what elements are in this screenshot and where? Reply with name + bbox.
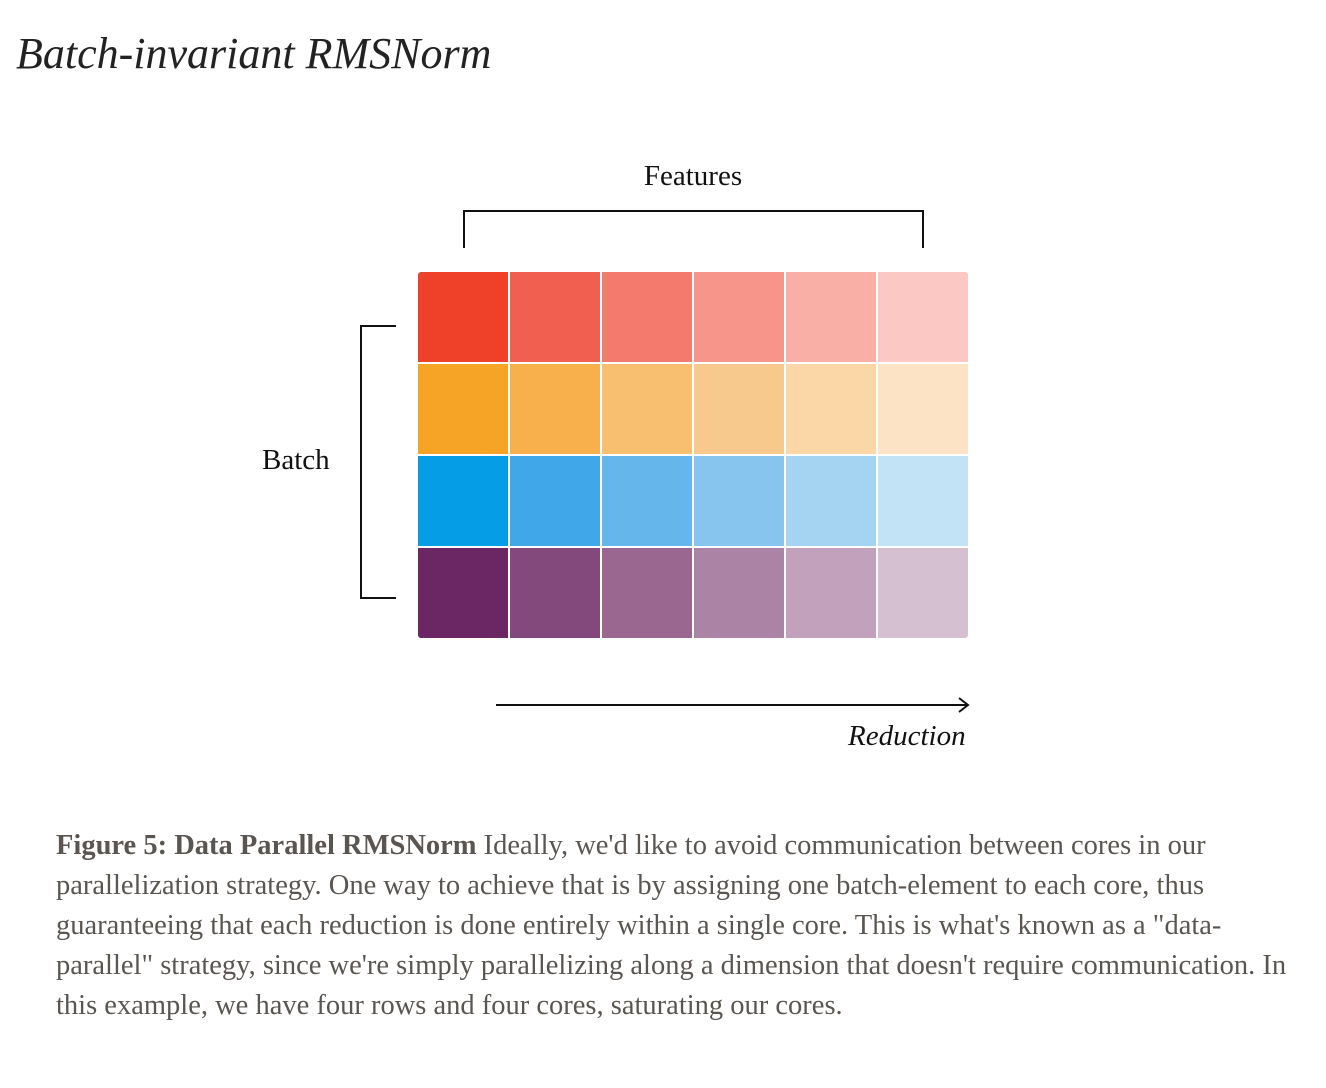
grid-cell-r4-c5 xyxy=(786,548,876,638)
grid-cell-r4-c6 xyxy=(878,548,968,638)
section-title: Batch-invariant RMSNorm xyxy=(16,29,492,78)
figure-caption: Figure 5: Data Parallel RMSNorm Ideally,… xyxy=(56,826,1296,1026)
grid-cell-r1-c5 xyxy=(786,272,876,362)
reduction-label: Reduction xyxy=(848,720,966,752)
grid-cell-r2-c5 xyxy=(786,364,876,454)
reduction-arrow-icon xyxy=(496,697,970,713)
grid-cell-r1-c6 xyxy=(878,272,968,362)
grid-cell-r2-c3 xyxy=(602,364,692,454)
grid-cell-r4-c2 xyxy=(510,548,600,638)
caption-label: Figure 5: Data Parallel RMSNorm xyxy=(56,830,477,861)
grid-cell-r3-c1 xyxy=(418,456,508,546)
batch-label: Batch xyxy=(262,444,330,476)
grid-cell-r3-c4 xyxy=(694,456,784,546)
grid-cell-r1-c1 xyxy=(418,272,508,362)
grid-cell-r3-c6 xyxy=(878,456,968,546)
grid-cell-r2-c4 xyxy=(694,364,784,454)
grid-cell-r1-c3 xyxy=(602,272,692,362)
grid-cell-r2-c2 xyxy=(510,364,600,454)
grid-cell-r4-c4 xyxy=(694,548,784,638)
features-bracket xyxy=(463,210,924,248)
grid-cell-r2-c6 xyxy=(878,364,968,454)
features-label: Features xyxy=(643,160,743,192)
grid-cell-r4-c3 xyxy=(602,548,692,638)
tensor-grid xyxy=(418,272,968,638)
grid-cell-r3-c3 xyxy=(602,456,692,546)
grid-cell-r1-c2 xyxy=(510,272,600,362)
grid-cell-r3-c5 xyxy=(786,456,876,546)
caption-text: Ideally, we'd like to avoid communicatio… xyxy=(56,830,1287,1021)
grid-cell-r4-c1 xyxy=(418,548,508,638)
batch-bracket xyxy=(360,325,396,599)
grid-cell-r1-c4 xyxy=(694,272,784,362)
grid-cell-r2-c1 xyxy=(418,364,508,454)
grid-cell-r3-c2 xyxy=(510,456,600,546)
